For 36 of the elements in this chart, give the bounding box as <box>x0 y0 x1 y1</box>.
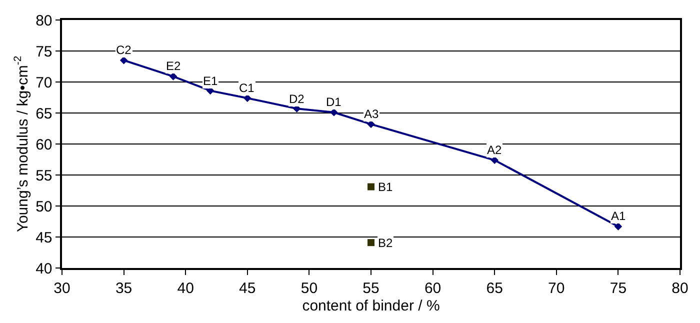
y-tick-label: 65 <box>36 105 52 122</box>
point <box>368 239 374 246</box>
x-tick-label: 45 <box>239 280 256 297</box>
x-tick-label: 50 <box>300 280 318 297</box>
annotation: D1 <box>326 95 342 109</box>
x-tick-label: 70 <box>548 280 565 297</box>
x-tick-label: 35 <box>115 280 132 297</box>
annotation: B1 <box>378 180 394 194</box>
annotation: C1 <box>239 81 255 95</box>
point <box>614 222 622 230</box>
x-tick-label: 80 <box>672 280 688 297</box>
y-tick-label: 60 <box>36 136 52 154</box>
x-tick-label: 75 <box>610 280 627 297</box>
x-axis-title: content of binder / % <box>302 297 440 314</box>
y-tick-label: 70 <box>36 74 52 92</box>
x-tick-label: 60 <box>424 280 442 297</box>
annotation: D2 <box>289 92 305 106</box>
y-tick-label: 50 <box>36 198 52 216</box>
point <box>169 72 178 80</box>
x-tick-label: 30 <box>54 280 70 297</box>
annotation: E1 <box>203 74 218 88</box>
y-tick-label: 55 <box>36 167 52 184</box>
annotation: C2 <box>116 43 132 57</box>
x-tick-label: 55 <box>362 280 380 297</box>
y-tick-label: 80 <box>36 12 52 30</box>
annotation: B2 <box>378 236 394 250</box>
annotation: E2 <box>166 59 182 73</box>
annotation: A2 <box>487 143 502 157</box>
annotation: A1 <box>611 209 626 223</box>
point <box>368 183 374 190</box>
y-tick-label: 40 <box>36 260 52 278</box>
x-tick-label: 65 <box>486 280 503 297</box>
annotation: A3 <box>364 107 380 121</box>
x-tick-label: 40 <box>177 280 194 297</box>
y-tick-label: 75 <box>36 43 52 60</box>
y-tick-label: 45 <box>36 229 52 246</box>
